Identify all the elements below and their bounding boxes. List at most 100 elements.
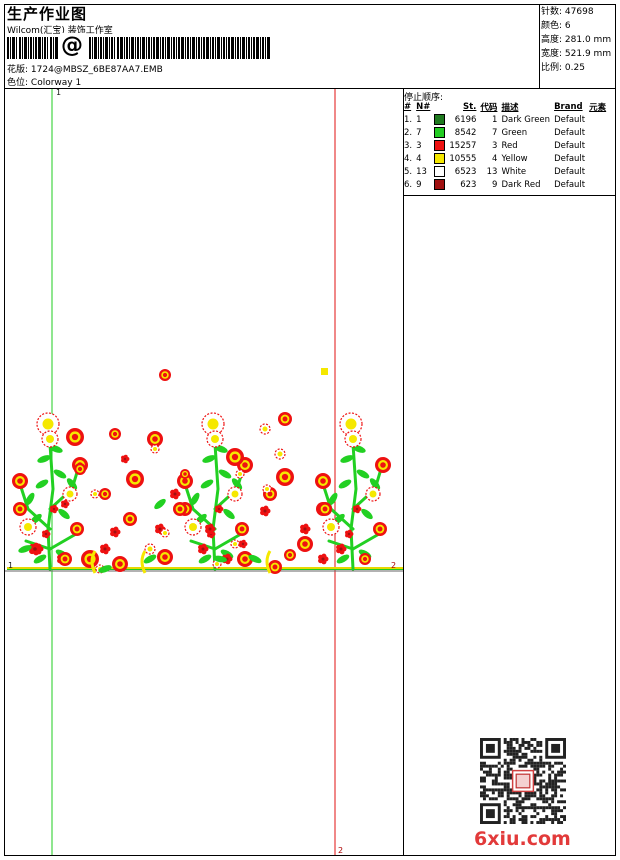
table-row: 6. 9 623 9 Dark Red Default: [402, 178, 608, 191]
qr-module: [491, 782, 495, 786]
blossom-center: [123, 457, 127, 461]
qr-module: [512, 815, 516, 819]
qr-module: [539, 806, 543, 810]
qr-module: [512, 758, 516, 762]
cell-stitches: 8542: [454, 127, 477, 138]
qr-module: [548, 779, 552, 783]
qr-module: [530, 738, 534, 741]
stat-scale: 比例: 0.25: [541, 61, 611, 75]
flower-center: [42, 418, 54, 430]
qr-module: [560, 779, 564, 783]
qr-module: [485, 788, 489, 792]
cell-index: 4.: [404, 153, 413, 164]
qr-module: [536, 773, 540, 777]
qr-module: [536, 788, 540, 792]
cell-brand: Default: [554, 114, 586, 125]
qr-module: [548, 782, 552, 786]
qr-module: [539, 743, 543, 747]
leaf-motif: [66, 478, 78, 490]
qr-module: [524, 764, 528, 768]
qr-module: [480, 785, 483, 789]
flower-center: [265, 487, 269, 491]
leaf-motif: [214, 445, 228, 453]
qr-module: [491, 779, 495, 783]
qr-module: [551, 821, 555, 824]
qr-module: [518, 818, 522, 822]
qr-module: [530, 791, 534, 795]
qr-module: [527, 761, 531, 765]
cell-index: 5.: [404, 166, 413, 177]
flower-center: [233, 542, 237, 546]
blossom-petal: [347, 529, 352, 534]
cell-index: 6.: [404, 179, 413, 190]
leaf-motif: [190, 492, 200, 506]
blossom-center: [208, 527, 212, 531]
qr-module: [506, 797, 510, 801]
flower-center: [238, 472, 242, 476]
qr-module: [503, 809, 507, 813]
qr-module: [563, 800, 566, 804]
qr-module: [503, 815, 507, 819]
cell-element: [587, 165, 608, 178]
stat-label: 宽度:: [541, 49, 563, 59]
cell-needle: 1: [416, 114, 422, 125]
qr-module: [560, 809, 564, 813]
qr-module: [480, 779, 483, 783]
qr-module: [536, 770, 540, 774]
blossom-petal: [63, 499, 68, 504]
flower-center: [327, 523, 335, 531]
qr-module: [506, 815, 510, 819]
blossom-petal: [173, 488, 179, 494]
qr-module: [551, 764, 555, 768]
qr-module: [539, 791, 543, 795]
flower-center: [162, 554, 168, 560]
qr-module: [542, 761, 546, 765]
qr-module: [488, 767, 492, 771]
qr-module: [497, 782, 501, 786]
qr-module: [509, 776, 513, 780]
flower-center: [183, 472, 187, 476]
leaf-motif: [58, 508, 70, 520]
blossom-center: [158, 527, 162, 531]
qr-module: [551, 788, 555, 792]
qr-module: [482, 776, 486, 780]
qr-module: [503, 758, 507, 762]
qr-module: [494, 779, 498, 783]
color-swatch: [434, 140, 446, 151]
qr-finder: [551, 743, 561, 753]
qr-module: [512, 752, 516, 756]
qr-module: [551, 809, 555, 813]
qr-module: [509, 818, 513, 822]
stat-stitches: 针数: 47698: [541, 5, 611, 19]
qr-module: [488, 797, 492, 801]
file-name: 1724@MBSZ_6BE87AA7.EMB: [30, 65, 163, 75]
qr-module: [533, 738, 537, 741]
flower-center: [17, 478, 23, 484]
flower-center: [147, 546, 153, 552]
qr-module: [554, 776, 558, 780]
flower-center: [287, 552, 293, 558]
qr-module: [518, 803, 522, 807]
qr-module: [557, 785, 561, 789]
cell-stitches: 6523: [454, 166, 477, 177]
qr-module: [497, 791, 501, 795]
qr-module: [506, 752, 510, 756]
qr-module: [554, 779, 558, 783]
qr-module: [506, 812, 510, 816]
qr-module: [509, 749, 513, 753]
qr-module: [554, 791, 558, 795]
qr-module: [533, 773, 537, 777]
qr-module: [539, 788, 543, 792]
qr-module: [518, 764, 522, 768]
qr-module: [563, 764, 566, 768]
flower-center: [177, 506, 183, 512]
barcode-symbol: @: [60, 33, 84, 59]
crescent-motif: [265, 550, 272, 574]
cell-swatch: [432, 152, 447, 165]
blossom-center: [263, 509, 267, 513]
qr-module: [533, 776, 537, 780]
flower-center: [162, 372, 168, 378]
qr-module: [500, 791, 504, 795]
qr-module: [512, 803, 516, 807]
crescent-motif: [140, 550, 147, 574]
